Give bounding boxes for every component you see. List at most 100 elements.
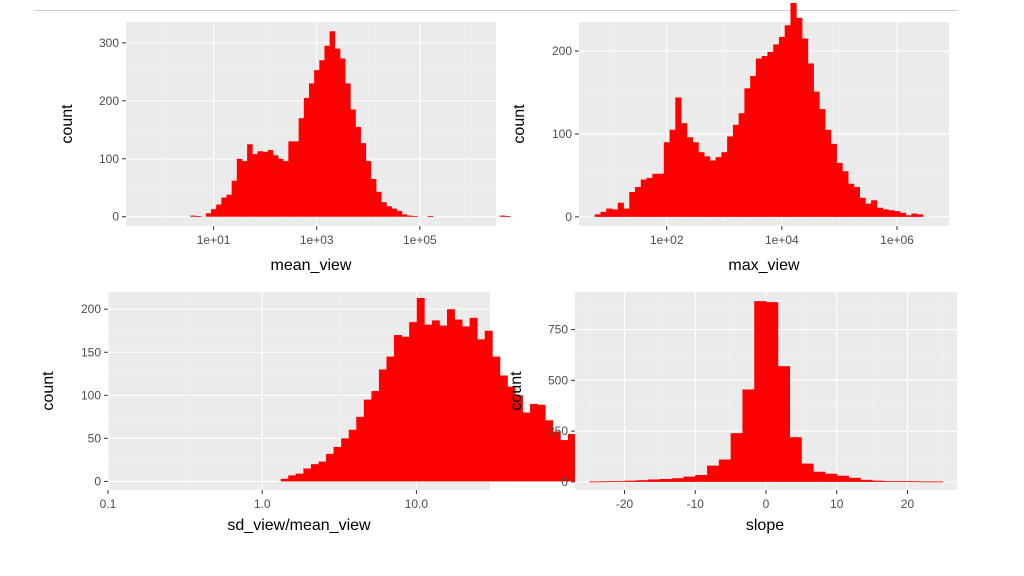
histogram-slope: -20 -10 0 10 20 0 250 500 750 slope count <box>508 292 957 534</box>
histogram-bar <box>686 137 693 217</box>
histogram-bar <box>895 481 908 482</box>
histogram-bar <box>899 212 907 217</box>
histogram-bar <box>280 478 289 482</box>
x-axis-title: max_view <box>728 257 800 274</box>
histogram-bar <box>416 298 425 482</box>
histogram-bar <box>600 481 614 483</box>
histogram-bar <box>652 173 659 217</box>
histogram-bar <box>370 179 377 217</box>
histogram-bar <box>611 209 619 217</box>
histogram-bar <box>600 211 607 217</box>
y-tick-label: 0 <box>561 475 568 489</box>
histogram-bar <box>278 158 284 217</box>
histogram-bar <box>629 192 636 217</box>
histogram-bar <box>876 207 884 217</box>
histogram-bar <box>288 141 294 217</box>
x-tick-label: 10 <box>830 497 844 511</box>
histogram-bar <box>612 481 625 482</box>
y-tick-label: 100 <box>99 152 119 166</box>
histogram-bar <box>790 2 797 217</box>
x-tick-label: 1e+03 <box>300 233 334 247</box>
histogram-bar <box>730 433 743 482</box>
histogram-bar <box>293 141 300 217</box>
histogram-bar <box>236 158 243 217</box>
histogram-bar <box>360 143 367 217</box>
histogram-bar <box>492 356 501 482</box>
histogram-bar <box>484 330 493 482</box>
histogram-bar <box>732 124 740 217</box>
y-tick-label: 0 <box>94 474 101 488</box>
histogram-bar <box>462 326 471 482</box>
x-tick-label: 20 <box>901 497 915 511</box>
histogram-bar <box>499 215 506 217</box>
histogram-bar <box>318 461 327 482</box>
histogram-bar <box>371 391 380 482</box>
histogram-bar <box>310 464 319 482</box>
histogram-bar <box>754 301 767 482</box>
histogram-bar <box>919 481 932 483</box>
x-tick-label: 1e+04 <box>765 233 799 247</box>
histogram-bar <box>477 339 486 482</box>
histogram-bar <box>709 160 717 217</box>
histogram-bar <box>552 431 561 482</box>
histogram-bar <box>469 317 478 482</box>
histogram-bar <box>715 157 722 217</box>
y-axis-title: count <box>508 371 525 411</box>
histogram-bar <box>272 155 279 217</box>
histogram-bar <box>663 142 670 217</box>
x-tick-label: 1.0 <box>254 497 271 511</box>
histogram-bar <box>326 453 335 482</box>
histogram-bar <box>339 58 346 217</box>
y-tick-label: 750 <box>548 323 568 337</box>
histogram-bar <box>767 51 774 217</box>
histogram-bar <box>341 438 350 482</box>
histogram-bar <box>744 88 751 217</box>
histogram-bar <box>195 216 202 217</box>
x-axis-title: sd_view/mean_view <box>227 517 371 534</box>
histogram-bar <box>537 404 546 482</box>
y-tick-label: 200 <box>81 302 101 316</box>
x-tick-label: 1e+01 <box>197 233 231 247</box>
histogram-bar <box>773 44 780 217</box>
histogram-bar <box>334 48 341 217</box>
histogram-bar <box>567 434 576 482</box>
histogram-bar <box>545 420 554 482</box>
histogram-bar <box>283 161 289 217</box>
histogram-bar <box>865 203 872 217</box>
histogram-bar <box>499 375 508 482</box>
histogram-bar <box>295 473 304 482</box>
histogram-bar <box>333 446 342 482</box>
histogram-bar <box>391 208 398 217</box>
y-tick-label: 200 <box>99 94 119 108</box>
histogram-bar <box>836 162 843 217</box>
histogram-bar <box>303 468 312 482</box>
histogram-bar <box>394 335 403 482</box>
histogram-bar <box>594 214 601 217</box>
histogram-bar <box>324 45 331 217</box>
histogram-bar <box>378 369 387 482</box>
histogram-bar <box>221 197 227 217</box>
histogram-bar <box>396 210 403 217</box>
histogram-bar <box>363 399 372 482</box>
histogram-bar <box>761 56 768 217</box>
histogram-bar <box>262 151 269 217</box>
histogram-bar <box>514 395 523 482</box>
histogram-bar <box>894 211 901 217</box>
x-axis-title: mean_view <box>271 257 352 274</box>
histogram-bar <box>522 412 531 482</box>
histogram-bar <box>288 475 297 482</box>
histogram-bar <box>636 480 649 482</box>
histogram-bar <box>365 161 372 217</box>
histogram-bar <box>659 479 673 482</box>
histogram-bar <box>439 325 448 482</box>
histogram-bar <box>707 465 720 482</box>
histogram-bar <box>267 150 274 217</box>
histogram-bar <box>669 129 676 217</box>
histogram-bar <box>905 215 912 217</box>
histogram-bar <box>683 476 696 482</box>
histogram-bar <box>766 302 779 482</box>
y-tick-label: 150 <box>81 345 101 359</box>
histogram-bar <box>882 209 889 217</box>
histogram-bar <box>241 161 248 217</box>
